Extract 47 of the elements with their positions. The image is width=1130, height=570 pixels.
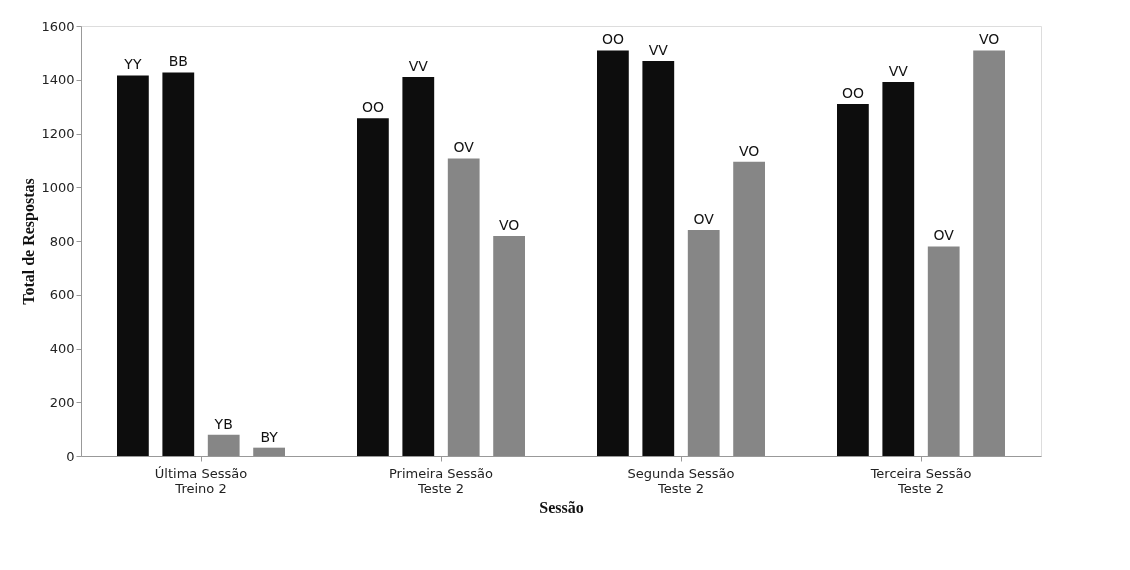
bar xyxy=(882,81,915,456)
x-axis-title: Sessão xyxy=(539,498,584,516)
bar xyxy=(733,161,765,456)
y-tick-label: 400 xyxy=(49,341,75,356)
x-tick-label: Primeira Sessão Teste 2 xyxy=(389,465,494,496)
y-axis-title: Total de Respostas xyxy=(20,178,39,305)
y-tick-label: 800 xyxy=(49,233,75,249)
y-tick-label: 1400 xyxy=(41,72,75,88)
bar xyxy=(402,77,435,456)
y-tick-label: 600 xyxy=(49,287,75,303)
data-label: VV xyxy=(408,58,429,75)
bar xyxy=(837,103,869,456)
data-label: OV xyxy=(453,139,475,156)
data-label: VO xyxy=(978,31,1000,48)
data-label: BB xyxy=(168,53,188,70)
bar xyxy=(597,50,629,456)
bar xyxy=(687,229,720,456)
bar xyxy=(973,50,1005,456)
data-label: YB xyxy=(213,415,233,432)
data-label: OV xyxy=(693,210,715,227)
bar xyxy=(357,118,389,456)
data-label: VV xyxy=(648,41,669,58)
x-tick-label: Última Sessão Treino 2 xyxy=(154,465,248,496)
x-tick-label: Terceira Sessão Teste 2 xyxy=(869,465,972,496)
y-tick-label: 1000 xyxy=(41,179,75,195)
bar xyxy=(207,434,240,456)
data-label: VO xyxy=(498,216,520,233)
data-label: VO xyxy=(738,142,760,159)
bar xyxy=(493,235,525,456)
bar xyxy=(162,72,195,456)
data-label: YY xyxy=(123,56,142,73)
bar xyxy=(642,60,675,456)
bar xyxy=(117,75,149,456)
bar xyxy=(253,447,285,456)
data-label: OO xyxy=(841,84,864,101)
y-tick-label: 200 xyxy=(49,394,75,410)
data-label: BY xyxy=(260,428,279,445)
y-tick-label: 0 xyxy=(66,448,75,464)
x-tick-label: Segunda Sessão Teste 2 xyxy=(627,465,735,496)
y-tick-label: 1200 xyxy=(41,126,75,141)
y-tick-label: 1600 xyxy=(41,18,75,34)
bar xyxy=(927,246,960,456)
data-label: OO xyxy=(361,99,384,116)
data-label: OV xyxy=(933,227,955,244)
data-label: OO xyxy=(601,31,624,48)
bar xyxy=(447,158,480,456)
data-label: VV xyxy=(888,62,909,79)
